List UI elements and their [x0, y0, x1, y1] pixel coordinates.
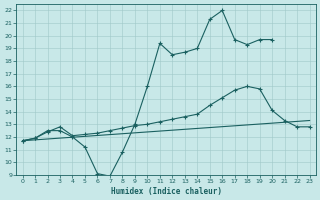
- X-axis label: Humidex (Indice chaleur): Humidex (Indice chaleur): [111, 187, 221, 196]
